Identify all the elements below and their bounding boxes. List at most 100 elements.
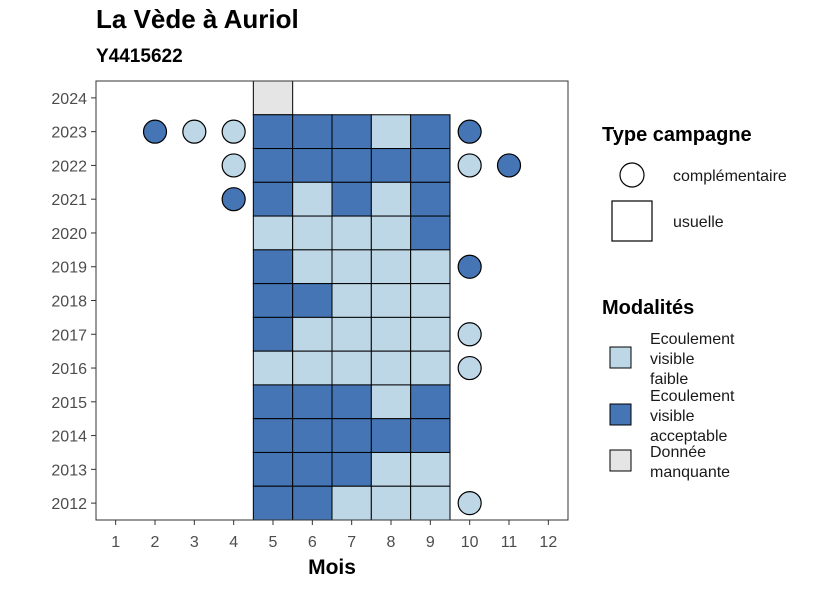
legend-faible-line1: Ecoulement — [650, 331, 735, 348]
cell-2014-m5 — [252, 418, 294, 453]
cell-2018-m5 — [252, 283, 294, 318]
complementaire-points — [142, 119, 522, 516]
cell-2022-m9 — [410, 148, 451, 183]
cell-2019-m6 — [292, 249, 333, 285]
cell-2015-m7 — [331, 384, 372, 420]
x-tick-label-1: 1 — [111, 534, 120, 551]
x-tick-label-5: 5 — [269, 534, 278, 551]
usuelle-cells — [252, 80, 451, 521]
x-tick-label-9: 9 — [426, 534, 435, 551]
point-2022-m4 — [221, 153, 246, 178]
cell-2015-m8 — [370, 384, 412, 420]
cell-2023-m9 — [410, 114, 451, 150]
legend-faible-swatch — [609, 346, 632, 369]
cell-2014-m6 — [292, 418, 333, 453]
legend-manquante-swatch — [609, 449, 632, 472]
cell-2015-m9 — [410, 384, 451, 420]
cell-2018-m9 — [410, 283, 451, 318]
legend-acceptable-line1: Ecoulement — [650, 388, 735, 405]
y-tick-label-2017: 2017 — [51, 327, 87, 344]
y-tick-label-2012: 2012 — [51, 496, 87, 513]
point-2019-m10 — [457, 254, 482, 279]
cell-2019-m5 — [252, 249, 294, 285]
x-tick-label-7: 7 — [347, 534, 356, 551]
x-tick-label-4: 4 — [229, 534, 238, 551]
point-2023-m4 — [221, 119, 246, 144]
cell-2022-m5 — [252, 148, 294, 183]
cell-2020-m6 — [292, 215, 333, 251]
cell-2023-m5 — [252, 114, 294, 150]
x-tick-label-10: 10 — [461, 534, 479, 551]
y-tick-label-2013: 2013 — [51, 462, 87, 479]
cell-2013-m5 — [252, 451, 294, 487]
cell-2023-m6 — [292, 114, 333, 150]
cell-2016-m9 — [410, 350, 451, 386]
cell-2014-m7 — [331, 418, 372, 453]
cell-2019-m7 — [331, 249, 372, 285]
cell-2016-m6 — [292, 350, 333, 386]
cell-2017-m6 — [292, 316, 333, 352]
cell-2024-m5 — [252, 80, 294, 116]
y-tick-label-2022: 2022 — [51, 158, 87, 175]
y-tick-label-2015: 2015 — [51, 395, 87, 412]
cell-2017-m5 — [252, 316, 294, 352]
cell-2014-m9 — [410, 418, 451, 453]
y-tick-label-2016: 2016 — [51, 361, 87, 378]
legend-manquante-line2: manquante — [650, 464, 730, 481]
cell-2022-m6 — [292, 148, 333, 183]
x-axis-title: Mois — [308, 556, 356, 579]
y-axis: 2012 2013 2014 2015 2016 2017 2018 2019 2020 2021… — [51, 91, 96, 513]
x-tick-label-2: 2 — [151, 534, 160, 551]
cell-2021-m8 — [370, 181, 412, 217]
legend-complementaire-label: complémentaire — [673, 168, 787, 185]
legend-circle-symbol — [619, 162, 645, 188]
y-tick-label-2023: 2023 — [51, 125, 87, 142]
x-axis: 1 2 3 4 5 6 7 8 9 10 11 12 — [111, 520, 557, 551]
point-2023-m10 — [457, 119, 482, 144]
y-tick-label-2020: 2020 — [51, 226, 87, 243]
legend-modalites: Modalités Ecoulement visible faible Ecou… — [602, 297, 735, 481]
cell-2021-m9 — [410, 181, 451, 217]
chart-subtitle: Y4415622 — [96, 46, 183, 67]
y-tick-label-2014: 2014 — [51, 429, 87, 446]
cell-2012-m7 — [331, 485, 372, 521]
cell-2016-m7 — [331, 350, 372, 386]
y-tick-label-2024: 2024 — [51, 91, 87, 108]
legend-acceptable-line2: visible — [650, 408, 695, 425]
cell-2021-m6 — [292, 181, 333, 217]
legend-faible-line3: faible — [650, 371, 688, 388]
cell-2020-m9 — [410, 215, 451, 251]
cell-2012-m6 — [292, 485, 333, 521]
legend-square-symbol — [611, 200, 653, 242]
legend-faible-line2: visible — [650, 351, 695, 368]
cell-2013-m9 — [410, 451, 451, 487]
cell-2022-m7 — [331, 148, 372, 183]
cell-2017-m8 — [370, 316, 412, 352]
y-tick-label-2021: 2021 — [51, 192, 87, 209]
y-tick-label-2019: 2019 — [51, 260, 87, 277]
point-2012-m10 — [457, 491, 482, 516]
cell-2020-m8 — [370, 215, 412, 251]
point-2023-m2 — [142, 119, 168, 144]
y-tick-label-2018: 2018 — [51, 294, 87, 311]
cell-2018-m7 — [331, 283, 372, 318]
x-tick-label-12: 12 — [539, 534, 557, 551]
chart-title: La Vède à Auriol — [96, 4, 299, 34]
cell-2020-m7 — [331, 215, 372, 251]
legend-type-campagne: Type campagne complémentaire usuelle — [602, 124, 787, 242]
point-2023-m3 — [182, 119, 207, 144]
point-2022-m10 — [457, 153, 482, 178]
legend-manquante-line1: Donnée — [650, 444, 706, 461]
cell-2016-m8 — [370, 350, 412, 386]
cell-2017-m7 — [331, 316, 372, 352]
cell-2019-m8 — [370, 249, 412, 285]
legend-acceptable-swatch — [609, 403, 632, 426]
point-2022-m11 — [496, 153, 522, 178]
point-2021-m4 — [221, 187, 246, 212]
cell-2014-m8 — [370, 418, 412, 453]
legend-acceptable-line3: acceptable — [650, 428, 727, 445]
cell-2019-m9 — [410, 249, 451, 285]
cell-2018-m8 — [370, 283, 412, 318]
cell-2012-m8 — [370, 485, 412, 521]
